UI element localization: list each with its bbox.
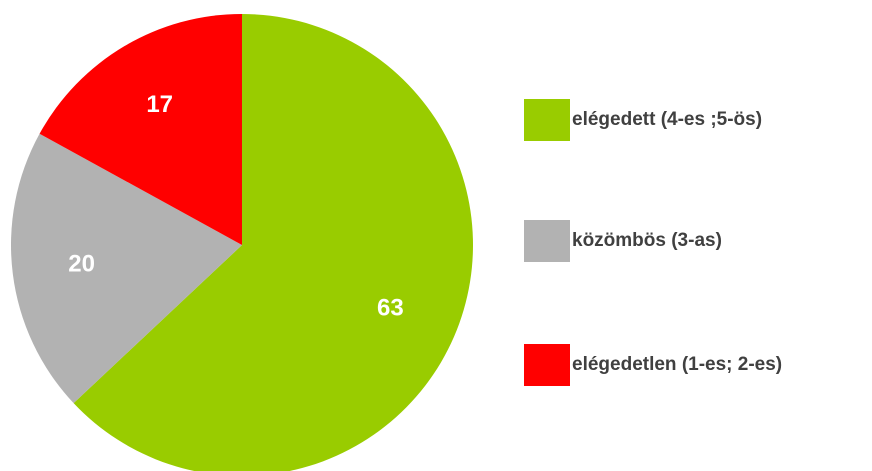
pie-slice — [73, 14, 473, 471]
legend-label: elégedetlen (1-es; 2-es) — [572, 354, 782, 375]
legend-swatch — [524, 220, 570, 262]
data-label: 20 — [68, 251, 95, 278]
data-label: 17 — [146, 91, 173, 118]
pie-slice — [10, 133, 242, 404]
pie-slice — [39, 14, 243, 245]
legend-swatch — [524, 99, 570, 141]
data-label: 63 — [377, 295, 404, 322]
legend-label: közömbös (3-as) — [572, 230, 722, 251]
legend-label: elégedett (4-es ;5-ös) — [572, 109, 762, 130]
legend-swatch — [524, 344, 570, 386]
